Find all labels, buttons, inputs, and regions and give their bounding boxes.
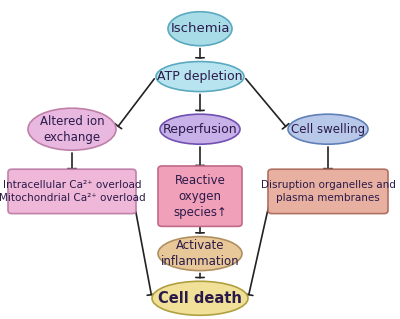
Text: Intracellular Ca²⁺ overload
Mitochondrial Ca²⁺ overload: Intracellular Ca²⁺ overload Mitochondria… <box>0 180 145 203</box>
FancyBboxPatch shape <box>268 169 388 214</box>
Text: Altered ion
exchange: Altered ion exchange <box>40 115 104 144</box>
Text: Reactive
oxygen
species↑: Reactive oxygen species↑ <box>173 174 227 219</box>
Ellipse shape <box>168 12 232 46</box>
Ellipse shape <box>28 108 116 150</box>
Ellipse shape <box>156 62 244 92</box>
Ellipse shape <box>152 281 248 315</box>
Ellipse shape <box>158 237 242 271</box>
Ellipse shape <box>288 114 368 144</box>
Text: Ischemia: Ischemia <box>170 22 230 35</box>
Text: Disruption organelles and
plasma membranes: Disruption organelles and plasma membran… <box>260 180 396 203</box>
FancyBboxPatch shape <box>158 166 242 226</box>
Text: ATP depletion: ATP depletion <box>157 70 243 83</box>
Text: Cell death: Cell death <box>158 291 242 306</box>
Ellipse shape <box>160 114 240 144</box>
FancyBboxPatch shape <box>8 169 136 214</box>
Text: Cell swelling: Cell swelling <box>291 123 365 136</box>
Text: Reperfusion: Reperfusion <box>163 123 237 136</box>
Text: Activate
inflammation: Activate inflammation <box>161 239 239 268</box>
